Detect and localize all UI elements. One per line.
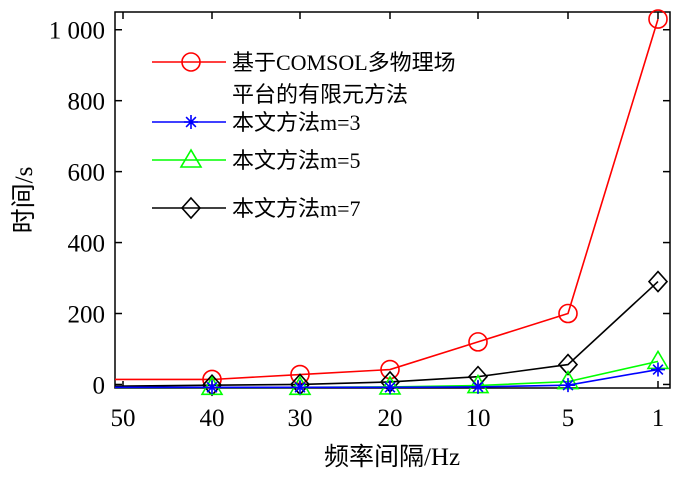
x-tick-label: 1 — [652, 405, 665, 432]
legend-marker — [181, 52, 201, 72]
data-point — [648, 9, 668, 29]
series-layer — [114, 9, 670, 397]
legend-label: 本文方法m=3 — [232, 110, 361, 135]
y-tick-label: 400 — [68, 231, 106, 258]
y-tick-label: 200 — [68, 302, 106, 329]
legend-item-2: 本文方法m=3 — [152, 110, 361, 135]
legend-marker — [184, 115, 198, 129]
x-tick-label: 40 — [200, 405, 225, 432]
x-tick-label: 20 — [378, 405, 403, 432]
legend-label: 平台的有限元方法 — [232, 82, 408, 107]
data-point — [471, 379, 485, 394]
series-2 — [115, 362, 665, 395]
data-point — [557, 353, 579, 376]
data-point — [468, 332, 488, 352]
plot-area — [114, 11, 671, 389]
y-tick-label: 1 000 — [49, 18, 105, 45]
data-point — [561, 378, 575, 393]
legend-item-3: 本文方法m=5 — [152, 148, 361, 173]
y-tick-label: 0 — [93, 372, 106, 399]
y-axis-label: 时间/s — [10, 167, 38, 234]
data-point — [201, 373, 223, 397]
data-point — [293, 380, 307, 395]
y-tick-label: 600 — [68, 160, 106, 187]
x-tick-label: 10 — [466, 405, 491, 432]
legend-item-4: 本文方法m=7 — [152, 196, 361, 221]
x-tick-label: 5 — [562, 405, 575, 432]
legend-marker — [180, 196, 202, 220]
data-point — [651, 362, 665, 377]
data-point — [558, 303, 578, 324]
x-tick-label: 30 — [288, 405, 313, 432]
data-point — [205, 380, 219, 395]
legend-marker — [179, 148, 203, 168]
y-tick-label: 800 — [68, 89, 106, 116]
data-point — [383, 380, 397, 395]
axes-layer: 0 200 400 600 800 1 000 50 40 30 20 10 5 1 — [49, 12, 670, 432]
series-1 — [115, 9, 668, 390]
legend-label: 基于COMSOL多物理场 — [232, 50, 456, 75]
legend: 基于COMSOL多物理场平台的有限元方法本文方法m=3本文方法m=5本文方法m=… — [152, 50, 456, 221]
x-axis-label: 频率间隔/Hz — [324, 443, 460, 471]
data-point — [380, 359, 400, 380]
x-tick-label: 50 — [111, 405, 136, 432]
data-point — [647, 270, 669, 293]
legend-label: 本文方法m=5 — [232, 148, 361, 173]
legend-label: 本文方法m=7 — [232, 196, 361, 221]
series-line — [115, 18, 659, 381]
